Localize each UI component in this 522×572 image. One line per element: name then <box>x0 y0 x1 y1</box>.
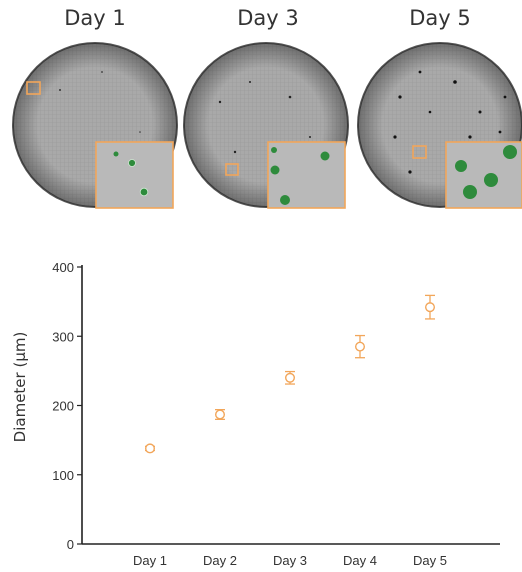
y-tick-label-100: 100 <box>52 468 74 483</box>
x-axis-ticks: Day 1 Day 2 Day 3 Day 4 Day 5 <box>133 553 447 568</box>
zoom-box-day-1 <box>26 81 41 95</box>
y-tick-label-0: 0 <box>67 537 74 552</box>
dish-day-3 <box>183 42 349 209</box>
marker-5 <box>425 302 436 313</box>
x-tick-label-1: Day 1 <box>133 553 167 568</box>
y-tick-label-300: 300 <box>52 329 74 344</box>
dish-day-5 <box>357 42 522 209</box>
data-point-day-4 <box>355 334 366 359</box>
x-tick-label-3: Day 3 <box>273 553 307 568</box>
y-axis-label: Diameter (µm) <box>11 332 29 443</box>
data-point-day-2 <box>214 409 225 421</box>
y-tick-label-400: 400 <box>52 260 74 275</box>
x-tick-label-4: Day 4 <box>343 553 377 568</box>
petri-dish-images <box>12 42 522 209</box>
marker-1 <box>144 443 155 454</box>
chart-marks <box>144 294 436 454</box>
marker-4 <box>355 341 366 352</box>
inset-day-3 <box>267 141 346 209</box>
marker-2 <box>214 409 225 420</box>
x-tick-label-5: Day 5 <box>413 553 447 568</box>
x-tick-label-2: Day 2 <box>203 553 237 568</box>
data-point-day-3 <box>285 370 296 385</box>
panel-title-day-1: Day 1 <box>64 6 126 30</box>
data-point-day-5 <box>425 294 436 320</box>
zoom-box-day-3 <box>225 163 239 176</box>
inset-day-1 <box>95 141 174 209</box>
y-axis-ticks: 0 100 200 300 400 <box>52 260 82 552</box>
dish-day-1 <box>12 42 178 209</box>
panel-title-day-3: Day 3 <box>237 6 299 30</box>
marker-3 <box>285 372 296 383</box>
y-tick-label-200: 200 <box>52 399 74 414</box>
data-point-day-1 <box>144 443 155 454</box>
panel-title-day-5: Day 5 <box>409 6 471 30</box>
zoom-box-day-5 <box>412 145 427 159</box>
chart-axes <box>81 265 500 545</box>
